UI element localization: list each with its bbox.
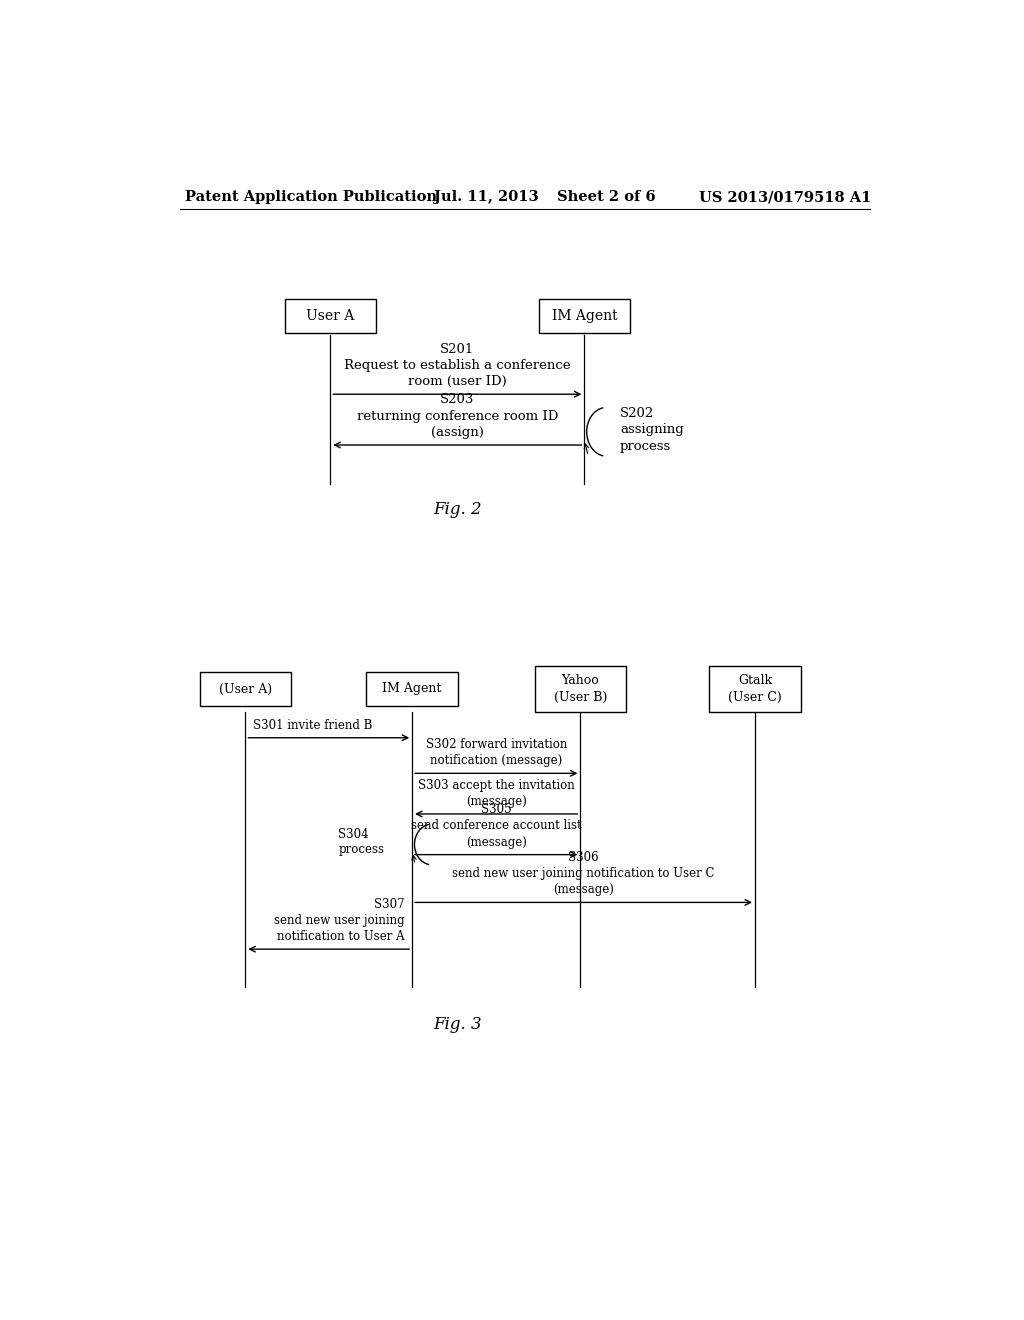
Text: Yahoo
(User B): Yahoo (User B) — [554, 675, 607, 704]
Text: room (user ID): room (user ID) — [408, 375, 507, 388]
Text: S306: S306 — [568, 851, 599, 863]
Text: S303 accept the invitation: S303 accept the invitation — [418, 779, 574, 792]
Text: S201: S201 — [440, 343, 474, 355]
Text: returning conference room ID: returning conference room ID — [356, 409, 558, 422]
Text: process: process — [620, 440, 672, 453]
Text: US 2013/0179518 A1: US 2013/0179518 A1 — [699, 190, 871, 205]
FancyBboxPatch shape — [200, 672, 291, 706]
Text: Gtalk
(User C): Gtalk (User C) — [728, 675, 781, 704]
Text: S307: S307 — [374, 898, 404, 911]
Text: assigning: assigning — [620, 424, 684, 437]
Text: Fig. 2: Fig. 2 — [433, 500, 481, 517]
Text: (message): (message) — [553, 883, 614, 896]
Text: Sheet 2 of 6: Sheet 2 of 6 — [557, 190, 655, 205]
Text: Jul. 11, 2013: Jul. 11, 2013 — [433, 190, 539, 205]
Text: (assign): (assign) — [431, 426, 483, 440]
Text: S302 forward invitation: S302 forward invitation — [426, 738, 567, 751]
Text: S203: S203 — [440, 393, 474, 407]
Text: S202: S202 — [620, 407, 654, 420]
Text: Fig. 3: Fig. 3 — [433, 1016, 481, 1032]
Text: S304: S304 — [338, 828, 369, 841]
Text: send conference account list: send conference account list — [411, 820, 582, 833]
Text: IM Agent: IM Agent — [552, 309, 617, 323]
Text: (message): (message) — [466, 836, 526, 849]
Text: (message): (message) — [466, 795, 526, 808]
FancyBboxPatch shape — [710, 665, 801, 713]
Text: send new user joining notification to User C: send new user joining notification to Us… — [453, 867, 715, 880]
Text: (User A): (User A) — [219, 682, 272, 696]
Text: send new user joining: send new user joining — [273, 913, 404, 927]
FancyBboxPatch shape — [285, 298, 376, 333]
Text: User A: User A — [306, 309, 354, 323]
Text: S301 invite friend B: S301 invite friend B — [253, 718, 373, 731]
FancyBboxPatch shape — [539, 298, 630, 333]
Text: Request to establish a conference: Request to establish a conference — [344, 359, 570, 372]
Text: S305: S305 — [481, 803, 512, 816]
Text: IM Agent: IM Agent — [382, 682, 441, 696]
FancyBboxPatch shape — [535, 665, 626, 713]
Text: process: process — [338, 843, 384, 857]
Text: notification to User A: notification to User A — [276, 931, 404, 942]
FancyBboxPatch shape — [367, 672, 458, 706]
Text: Patent Application Publication: Patent Application Publication — [185, 190, 437, 205]
Text: notification (message): notification (message) — [430, 754, 562, 767]
